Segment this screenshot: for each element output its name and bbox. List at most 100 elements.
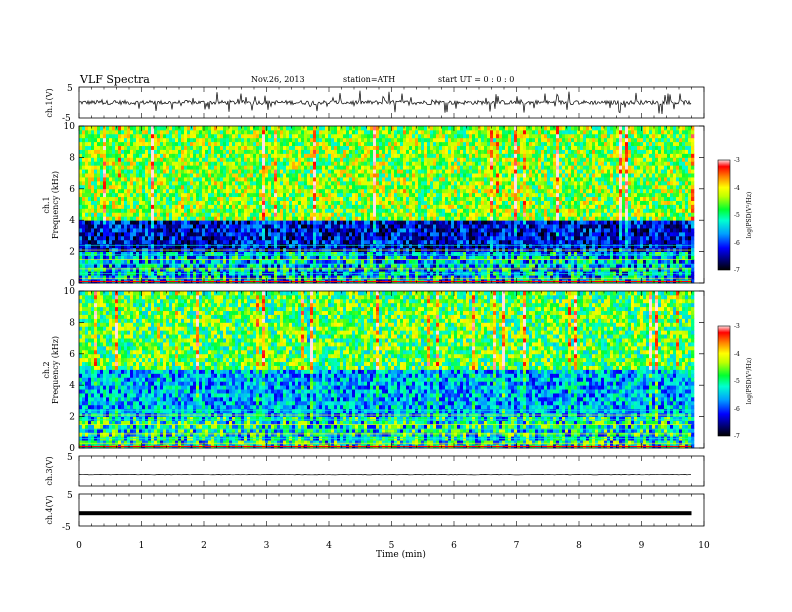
spectrogram-cell: [247, 201, 250, 205]
spectrogram-cell: [232, 185, 235, 189]
spectrogram-cell: [172, 224, 175, 228]
spectrogram-cell: [139, 126, 142, 130]
spectrogram-cell: [154, 153, 157, 157]
spectrogram-cell: [256, 267, 259, 271]
spectrogram-cell: [154, 189, 157, 193]
spectrogram-cell: [253, 185, 256, 189]
spectrogram-cell: [229, 169, 232, 173]
spectrogram-cell: [133, 177, 136, 181]
spectrogram-cell: [253, 236, 256, 240]
spectrogram-cell: [163, 216, 166, 220]
spectrogram-cell: [253, 146, 256, 150]
spectrogram-cell: [172, 138, 175, 142]
spectrogram-cell: [148, 177, 151, 181]
spectrogram-cell: [94, 169, 97, 173]
spectrogram-cell: [211, 134, 214, 138]
spectrogram-cell: [253, 205, 256, 209]
spectrogram-cell: [118, 165, 121, 169]
spectrogram-cell: [163, 232, 166, 236]
spectrogram-cell: [172, 165, 175, 169]
spectrogram-cell: [109, 236, 112, 240]
spectrogram-cell: [115, 142, 118, 146]
spectrogram-cell: [220, 232, 223, 236]
spectrogram-cell: [133, 259, 136, 263]
spectrogram-cell: [211, 165, 214, 169]
spectrogram-cell: [85, 126, 88, 130]
spectrogram-cell: [250, 212, 253, 216]
spectrogram-cell: [100, 161, 103, 165]
spectrogram-cell: [175, 240, 178, 244]
spectrogram-cell: [94, 146, 97, 150]
spectrogram-cell: [106, 252, 109, 256]
spectrogram-cell: [91, 208, 94, 212]
spectrogram-cell: [157, 161, 160, 165]
spectrogram-cell: [121, 169, 124, 173]
spectrogram-cell: [190, 169, 193, 173]
spectrogram-cell: [226, 259, 229, 263]
spectrogram-cell: [109, 208, 112, 212]
spectrogram-cell: [184, 177, 187, 181]
spectrogram-cell: [208, 142, 211, 146]
spectrogram-cell: [103, 142, 106, 146]
spectrogram-cell: [199, 189, 202, 193]
spectrogram-cell: [94, 150, 97, 154]
spectrogram-cell: [178, 177, 181, 181]
spectrogram-cell: [247, 126, 250, 130]
spectrogram-cell: [124, 138, 127, 142]
spectrogram-cell: [196, 201, 199, 205]
spectrogram-cell: [253, 134, 256, 138]
spectrogram-cell: [148, 205, 151, 209]
spectrogram-cell: [115, 189, 118, 193]
spectrogram-cell: [187, 181, 190, 185]
spectrogram-cell: [202, 169, 205, 173]
spectrogram-cell: [88, 126, 91, 130]
spectrogram-cell: [217, 197, 220, 201]
spectrogram-cell: [112, 146, 115, 150]
spectrogram-cell: [202, 267, 205, 271]
spectrogram-cell: [214, 197, 217, 201]
spectrogram-cell: [169, 169, 172, 173]
spectrogram-cell: [88, 181, 91, 185]
spectrogram-cell: [241, 252, 244, 256]
spectrogram-cell: [223, 216, 226, 220]
spectrogram-cell: [139, 205, 142, 209]
spectrogram-cell: [208, 240, 211, 244]
spectrogram-cell: [151, 216, 154, 220]
spectrogram-cell: [187, 228, 190, 232]
spectrogram-cell: [190, 157, 193, 161]
spectrogram-cell: [190, 220, 193, 224]
spectrogram-cell: [160, 208, 163, 212]
spectrogram-cell: [175, 252, 178, 256]
spectrogram-cell: [115, 228, 118, 232]
spectrogram-cell: [175, 201, 178, 205]
spectrogram-cell: [148, 267, 151, 271]
spectrogram-cell: [157, 157, 160, 161]
spectrogram-cell: [82, 275, 85, 279]
spectrogram-cell: [196, 150, 199, 154]
spectrogram-cell: [106, 236, 109, 240]
spectrogram-cell: [235, 161, 238, 165]
spectrogram-cell: [151, 142, 154, 146]
spectrogram-cell: [223, 153, 226, 157]
spectrogram-cell: [232, 201, 235, 205]
spectrogram-cell: [94, 236, 97, 240]
spectrogram-cell: [157, 193, 160, 197]
spectrogram-cell: [151, 220, 154, 224]
spectrogram-cell: [226, 142, 229, 146]
spectrogram-cell: [259, 212, 262, 216]
spectrogram-cell: [223, 232, 226, 236]
spectrogram-cell: [223, 201, 226, 205]
spectrogram-cell: [112, 220, 115, 224]
spectrogram-cell: [244, 208, 247, 212]
spectrogram-cell: [151, 205, 154, 209]
spectrogram-cell: [160, 169, 163, 173]
spectrogram-cell: [205, 201, 208, 205]
spectrogram-cell: [196, 126, 199, 130]
spectrogram-cell: [205, 240, 208, 244]
spectrogram-cell: [106, 208, 109, 212]
spectrogram-cell: [241, 208, 244, 212]
spectrogram-cell: [112, 181, 115, 185]
spectrogram-cell: [157, 130, 160, 134]
spectrogram-cell: [127, 161, 130, 165]
spectrogram-cell: [184, 153, 187, 157]
